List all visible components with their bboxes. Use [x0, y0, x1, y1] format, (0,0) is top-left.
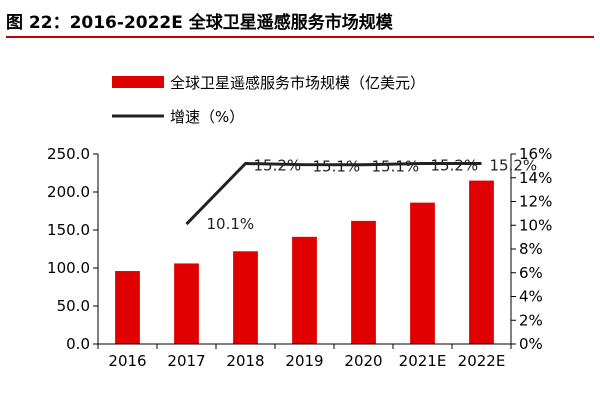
- growth-data-label: 10.1%: [207, 215, 255, 233]
- x-tick-label: 2019: [285, 352, 323, 370]
- x-tick-label: 2016: [108, 352, 146, 370]
- y-right-tick-label: 12%: [519, 193, 552, 211]
- growth-data-label: 15.2%: [490, 157, 538, 175]
- bar-2022E: [469, 180, 494, 344]
- growth-data-label: 15.1%: [372, 158, 420, 176]
- x-tick-label: 2021E: [399, 352, 447, 370]
- y-right-tick-label: 6%: [519, 264, 543, 282]
- legend-swatch-bar: [112, 76, 164, 88]
- line-series: 10.1% 15.2% 15.1% 15.1% 15.2% 15.2%: [185, 157, 538, 233]
- title-divider: [6, 36, 594, 38]
- y-right-tick-label: 0%: [519, 335, 543, 353]
- bar-2017: [174, 263, 199, 344]
- x-tick-label: 2022E: [458, 352, 506, 370]
- y-right-tick-label: 2%: [519, 311, 543, 329]
- bar-2021E: [410, 202, 435, 344]
- axes: 0.0 50.0 100.0 150.0 200.0 250.0 0% 2% 4% 6% 8% 10%…: [47, 145, 552, 370]
- y-left-tick-label: 150.0: [47, 221, 90, 239]
- y-left-tick-label: 100.0: [47, 259, 90, 277]
- bar-2018: [233, 251, 258, 344]
- bar-series: [115, 180, 494, 344]
- y-left-tick-label: 250.0: [47, 145, 90, 163]
- figure-title: 图 22：2016-2022E 全球卫星遥感服务市场规模: [6, 13, 393, 33]
- growth-data-label: 15.1%: [313, 158, 361, 176]
- bar-2020: [351, 220, 376, 344]
- growth-data-label: 15.2%: [431, 157, 479, 175]
- x-tick-label: 2018: [226, 352, 264, 370]
- bar-2016: [115, 271, 140, 344]
- y-right-tick-label: 10%: [519, 216, 552, 234]
- y-left-tick-label: 0.0: [66, 335, 90, 353]
- legend-label-bar: 全球卫星遥感服务市场规模（亿美元）: [170, 74, 425, 92]
- y-right-tick-label: 4%: [519, 288, 543, 306]
- legend: 全球卫星遥感服务市场规模（亿美元） 增速（%）: [112, 74, 425, 126]
- growth-data-label: 15.2%: [254, 157, 302, 175]
- y-left-tick-label: 200.0: [47, 183, 90, 201]
- legend-label-line: 增速（%）: [170, 108, 244, 126]
- y-right-tick-label: 8%: [519, 240, 543, 258]
- x-tick-label: 2020: [344, 352, 382, 370]
- x-tick-label: 2017: [167, 352, 205, 370]
- y-right-tick-label: 14%: [519, 169, 552, 187]
- y-right-tick-label: 16%: [519, 145, 552, 163]
- growth-line: [185, 161, 482, 226]
- bar-2019: [292, 236, 317, 344]
- y-left-tick-label: 50.0: [57, 297, 90, 315]
